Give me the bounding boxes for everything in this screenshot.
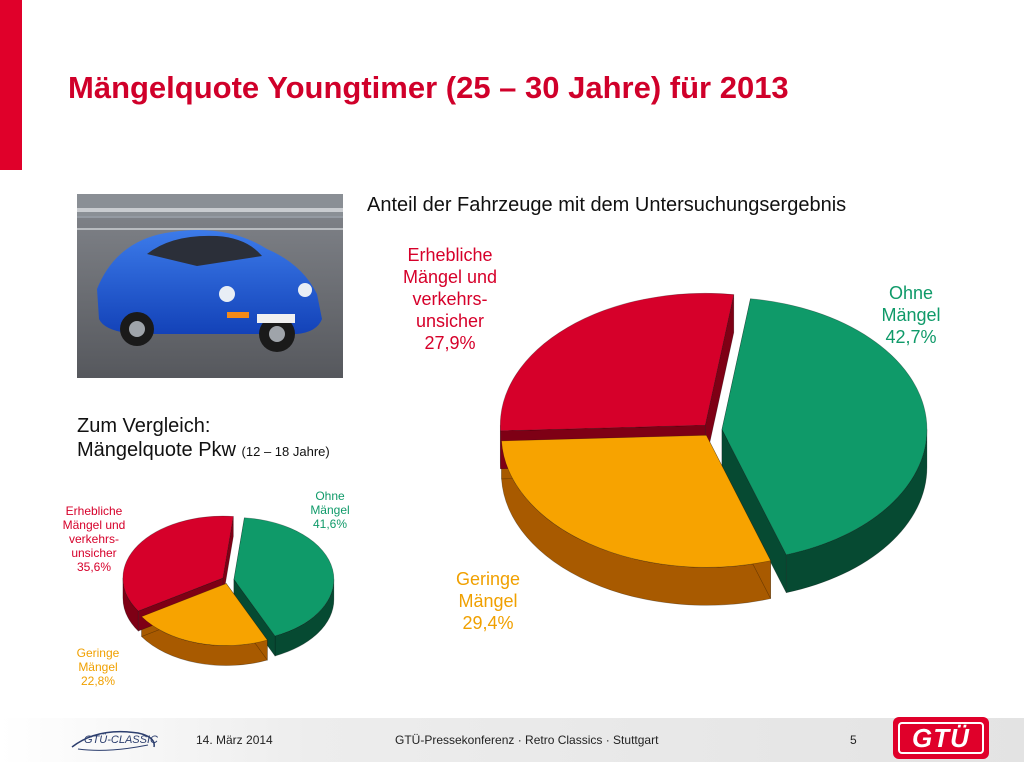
cmp-label-erhebliche: Erhebliche Mängel und verkehrs- unsicher… xyxy=(62,504,126,574)
main-slice-ohne-cut-1 xyxy=(721,429,787,593)
footer-event: GTÜ-Pressekonferenz · Retro Classics · S… xyxy=(395,733,659,747)
main-slice-ohne xyxy=(721,298,928,556)
page-number: 5 xyxy=(850,733,857,747)
main-label-erhebliche: Erhebliche Mängel und verkehrs- unsicher… xyxy=(402,245,498,353)
cmp-slice-erhebliche xyxy=(122,515,234,612)
cmp-slice-ohne xyxy=(233,517,335,637)
cmp-label-ohne: Ohne Mängel 41,6% xyxy=(310,489,350,531)
main-slice-geringe xyxy=(501,434,772,568)
gtu-classic-logo xyxy=(71,730,155,751)
accent-bar xyxy=(0,0,22,170)
comparison-heading-line2: Mängelquote Pkw xyxy=(77,439,236,461)
comparison-heading: Zum Vergleich: Mängelquote Pkw (12 – 18 … xyxy=(77,414,330,464)
gtu-logo-text: GTÜ xyxy=(898,722,984,754)
main-pie-chart xyxy=(499,292,928,606)
main-chart-heading: Anteil der Fahrzeuge mit dem Untersuchun… xyxy=(367,194,847,216)
cmp-slice-geringe-side xyxy=(141,615,268,666)
car-photo xyxy=(77,194,343,378)
comparison-heading-line1: Zum Vergleich: xyxy=(77,415,211,437)
comparison-heading-age: (12 – 18 Jahre) xyxy=(241,444,330,459)
cmp-label-geringe: Geringe Mängel 22,8% xyxy=(76,646,120,688)
gtu-classic-logo-text: GTÜ-CLASSIC xyxy=(84,734,158,746)
gtu-logo: GTÜ xyxy=(893,717,989,759)
page-title: Mängelquote Youngtimer (25 – 30 Jahre) f… xyxy=(68,70,789,105)
main-label-geringe: Geringe Mängel 29,4% xyxy=(455,569,521,633)
main-label-ohne: Ohne Mängel 42,7% xyxy=(881,283,941,347)
footer-bar xyxy=(0,718,1024,762)
cmp-slice-geringe xyxy=(141,583,268,646)
comparison-pie-chart xyxy=(122,515,335,666)
footer-date: 14. März 2014 xyxy=(196,733,273,747)
main-slice-erhebliche xyxy=(500,292,735,432)
